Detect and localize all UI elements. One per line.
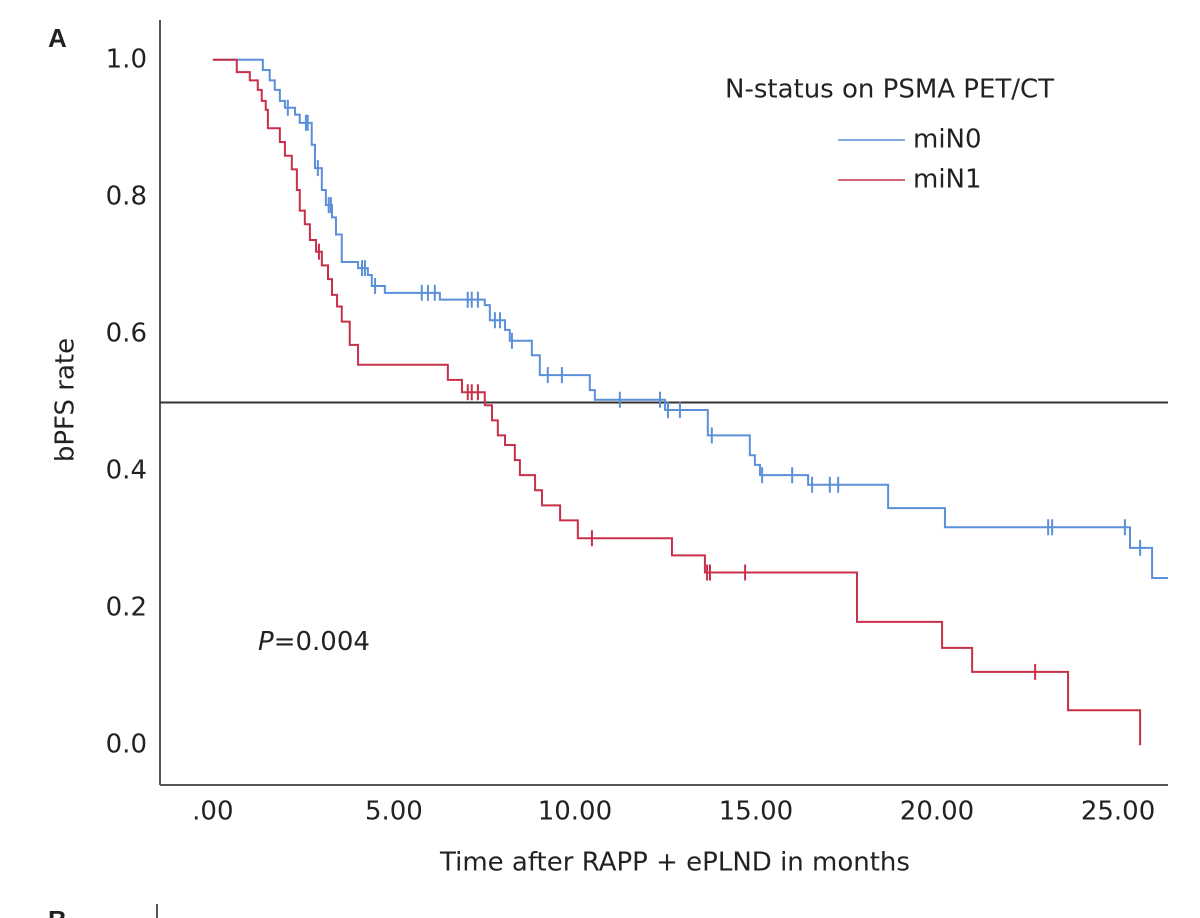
survival-curve [212,58,1142,746]
x-tick-label: 20.00 [900,797,974,827]
x-tick-label: 5.00 [365,797,423,827]
y-tick-label: 0.6 [106,318,147,348]
legend-title: N-status on PSMA PET/CT [725,75,1054,105]
p-symbol: P [258,627,274,657]
y-tick-label: 0.8 [106,181,147,211]
legend-label: miN0 [913,125,982,155]
p-number: =0.004 [274,627,370,657]
x-tick-label: .00 [192,797,233,827]
y-tick-label: 0.0 [106,730,147,760]
legend-label: miN1 [913,165,982,195]
x-tick-label: 10.00 [538,797,612,827]
survival-curve [212,58,1168,579]
x-axis-label: Time after RAPP + ePLND in months [439,848,910,878]
y-tick-label: 0.4 [106,456,147,486]
x-tick-label: 15.00 [719,797,793,827]
next-panel-label: B [48,905,67,918]
y-tick-label: 1.0 [106,44,147,74]
p-value: P=0.004 [258,627,370,657]
y-axis-label: bPFS rate [51,338,81,462]
x-tick-label: 25.00 [1081,797,1155,827]
panel-label: A [48,23,67,53]
y-tick-label: 0.2 [106,593,147,623]
